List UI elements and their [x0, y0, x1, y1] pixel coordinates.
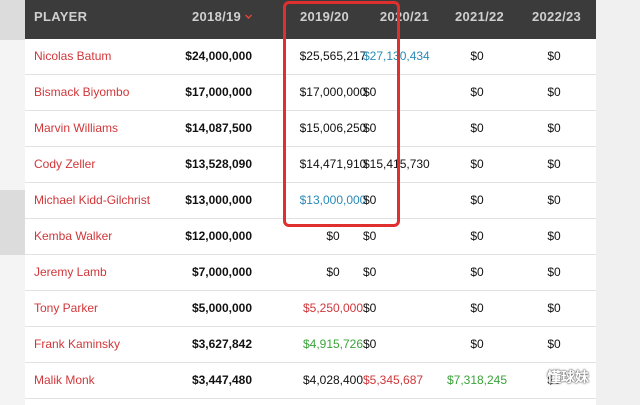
salary-2021-22: $0 [470, 85, 484, 99]
salary-2021-22: $0 [470, 121, 484, 135]
table-row: Nicolas Batum $24,000,000 $25,565,217 $27,1… [25, 39, 596, 75]
salary-2020-21: $0 [363, 265, 377, 279]
salary-2020-21: $0 [363, 337, 377, 351]
header-2018-19[interactable]: 2018/19 [192, 0, 253, 39]
player-name-link[interactable]: Nicolas Batum [34, 49, 112, 63]
salary-2018-19: $5,000,000 [191, 301, 252, 315]
player-name-link[interactable]: Marvin Williams [34, 121, 118, 135]
salary-2019-20: $0 [326, 229, 340, 243]
salary-2018-19: $3,447,480 [191, 373, 252, 387]
table-row: Frank Kaminsky $3,627,842 $4,915,726 $0 $0 $0 [25, 327, 596, 363]
salary-2019-20: $4,915,726 [302, 337, 364, 351]
salary-2022-23: $0 [547, 337, 561, 351]
header-2018-19-label: 2018/19 [192, 9, 242, 24]
salary-2021-22: $0 [470, 301, 484, 315]
salary-2022-23: $0 [547, 157, 561, 171]
salary-2021-22: $0 [470, 265, 484, 279]
salary-table: PLAYER 2018/19 2019/20 2020/21 2021/22 2… [25, 0, 596, 405]
salary-2021-22: $0 [470, 193, 484, 207]
header-2021-22[interactable]: 2021/22 [455, 9, 505, 24]
player-name-link[interactable]: Cody Zeller [34, 157, 96, 171]
table-header: PLAYER 2018/19 2019/20 2020/21 2021/22 2… [25, 0, 596, 39]
wechat-icon [522, 367, 542, 389]
salary-2020-21: $0 [363, 121, 377, 135]
salary-2019-20: $0 [326, 265, 340, 279]
salary-2020-21: $0 [363, 229, 377, 243]
salary-2018-19: $14,087,500 [185, 121, 252, 135]
salary-2022-23: $0 [547, 265, 561, 279]
table-row: Jeremy Lamb $7,000,000 $0 $0 $0 $0 [25, 255, 596, 291]
salary-2022-23: $0 [547, 121, 561, 135]
salary-2019-20: $15,006,250 [299, 121, 367, 135]
salary-2021-22: $0 [470, 49, 484, 63]
player-name-link[interactable]: Tony Parker [34, 301, 99, 315]
table-row: Michael Kidd-Gilchrist $13,000,000 $13,000… [25, 183, 596, 219]
salary-2019-20: $13,000,000 [299, 193, 367, 207]
salary-2020-21: $0 [363, 301, 377, 315]
salary-2022-23: $0 [547, 373, 561, 387]
player-name-link[interactable]: Kemba Walker [34, 229, 113, 243]
salary-2022-23: $0 [547, 49, 561, 63]
player-name-link[interactable]: Malik Monk [34, 373, 95, 387]
salary-2021-22: $0 [470, 157, 484, 171]
table-row: Malik Monk $3,447,480 $4,028,400 $5,345,687… [25, 363, 596, 399]
highlight-box [283, 1, 400, 227]
salary-2019-20: $4,028,400 [302, 373, 364, 387]
salary-2018-19: $13,000,000 [185, 193, 252, 207]
salary-2021-22: $7,318,245 [446, 373, 508, 387]
left-panel-block [0, 40, 25, 190]
sort-down-icon [245, 13, 253, 20]
header-player[interactable]: PLAYER [34, 9, 88, 24]
salary-2018-19: $7,000,000 [191, 265, 252, 279]
salary-2022-23: $0 [547, 301, 561, 315]
salary-2018-19: $17,000,000 [185, 85, 252, 99]
table-row: Bismack Biyombo $17,000,000 $17,000,000 $0 $… [25, 75, 596, 111]
salary-2020-21: $0 [363, 85, 377, 99]
salary-2020-21: $27,130,434 [363, 49, 430, 63]
salary-2018-19: $13,528,090 [185, 157, 252, 171]
salary-2022-23: $0 [547, 193, 561, 207]
watermark-text: 懂球妹 [547, 369, 589, 385]
salary-2020-21: $5,345,687 [363, 373, 424, 387]
player-name-link[interactable]: Michael Kidd-Gilchrist [34, 193, 151, 207]
salary-2018-19: $12,000,000 [185, 229, 252, 243]
salary-2022-23: $0 [547, 229, 561, 243]
header-2020-21[interactable]: 2020/21 [379, 9, 429, 24]
salary-2019-20: $25,565,217 [299, 49, 367, 63]
table-row: Marvin Williams $14,087,500 $15,006,250 $0 $… [25, 111, 596, 147]
left-panel-block [0, 255, 25, 405]
salary-2019-20: $5,250,000 [302, 301, 364, 315]
player-name-link[interactable]: Frank Kaminsky [34, 337, 121, 351]
player-name-link[interactable]: Jeremy Lamb [34, 265, 107, 279]
watermark: 懂球妹 [522, 366, 589, 388]
table-row: Tony Parker $5,000,000 $5,250,000 $0 $0 $0 [25, 291, 596, 327]
table-row: Cody Zeller $13,528,090 $14,471,910 $15,415… [25, 147, 596, 183]
salary-2018-19: $24,000,000 [185, 49, 252, 63]
left-background-strip [0, 0, 25, 405]
salary-2022-23: $0 [547, 85, 561, 99]
right-background-strip [596, 0, 640, 405]
salary-2019-20: $14,471,910 [299, 157, 367, 171]
salary-2020-21: $0 [363, 193, 377, 207]
salary-2021-22: $0 [470, 337, 484, 351]
salary-2018-19: $3,627,842 [191, 337, 252, 351]
player-name-link[interactable]: Bismack Biyombo [34, 85, 130, 99]
salary-2019-20: $17,000,000 [299, 85, 367, 99]
salary-2020-21: $15,415,730 [363, 157, 430, 171]
salary-2021-22: $0 [470, 229, 484, 243]
header-2019-20[interactable]: 2019/20 [300, 9, 350, 24]
header-2022-23[interactable]: 2022/23 [532, 9, 582, 24]
